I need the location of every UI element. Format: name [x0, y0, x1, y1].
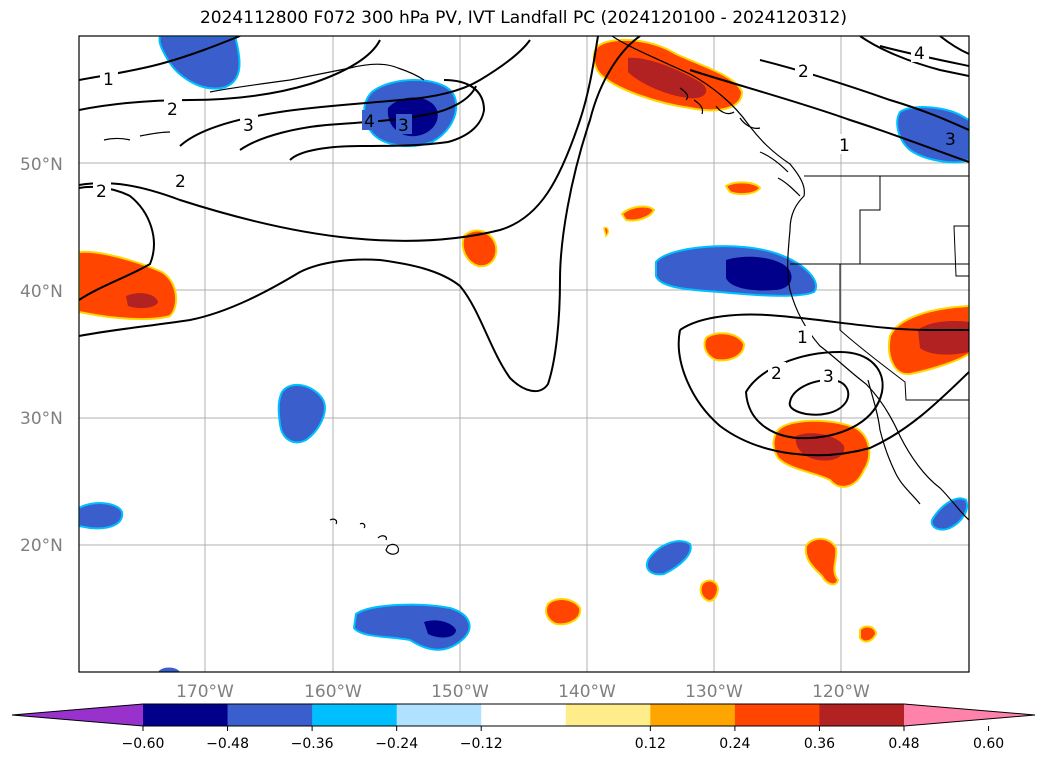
colorbar-tick-label: 0.48: [888, 736, 919, 752]
colorbar-tick-label: −0.12: [460, 736, 503, 752]
colorbar-extend-max: [904, 704, 1035, 726]
contour-label: 1: [797, 328, 808, 348]
gridlines: [79, 36, 969, 672]
contour-label: 1: [103, 70, 114, 90]
lon-label-130w: 130°W: [685, 682, 743, 702]
contour-label: 2: [798, 62, 809, 82]
colorbar-tick-label: −0.48: [206, 736, 249, 752]
contour-label: 2: [96, 182, 107, 202]
lat-label-20: 20°N: [20, 536, 63, 556]
lon-label-160w: 160°W: [304, 682, 362, 702]
contour-label: 2: [771, 364, 782, 384]
lat-label-50: 50°N: [20, 155, 63, 175]
colorbar-segment: [734, 704, 820, 726]
colorbar-segment: [650, 704, 736, 726]
contour-label-group: 1 2 3 2 2 3 4 1 2 3 1 2 4 3: [93, 42, 960, 387]
lat-label-30: 30°N: [20, 409, 63, 429]
lon-label-170w: 170°W: [176, 682, 234, 702]
contour-label: 4: [364, 112, 375, 132]
colorbar-extend-min: [12, 704, 143, 726]
lon-label-120w: 120°W: [812, 682, 870, 702]
contour-label: 3: [243, 116, 254, 136]
lon-label-140w: 140°W: [558, 682, 616, 702]
colorbar-tick-label: 0.12: [635, 736, 666, 752]
lat-label-40: 40°N: [20, 282, 63, 302]
colorbar-segment: [819, 704, 905, 726]
lon-label-150w: 150°W: [431, 682, 489, 702]
contour-label: 3: [398, 116, 409, 136]
contour-label: 2: [175, 172, 186, 192]
coastlines: [103, 36, 969, 555]
colorbar-tick-label: 0.24: [719, 736, 750, 752]
colorbar-tick-label: −0.36: [291, 736, 334, 752]
colorbar-tick-label: 0.36: [804, 736, 835, 752]
political-boundaries: [790, 175, 969, 401]
contour-label: 1: [839, 136, 850, 156]
colorbar-tick-label: 0.60: [973, 736, 1004, 752]
contour-label: 2: [167, 100, 178, 120]
map-frame: [78, 35, 970, 673]
map-title: 2024112800 F072 300 hPa PV, IVT Landfall…: [199, 8, 847, 28]
colorbar-segment: [143, 704, 229, 726]
contour-label: 3: [823, 367, 834, 387]
negative-anomaly-fields: [79, 36, 969, 672]
longitude-labels: 170°W 160°W 150°W 140°W 130°W 120°W: [176, 682, 870, 702]
contour-label: 4: [914, 44, 925, 64]
colorbar-segment: [565, 704, 651, 726]
colorbar-tick-label: −0.24: [375, 736, 418, 752]
contour-label: 3: [945, 130, 956, 150]
colorbar-segment: [396, 704, 482, 726]
colorbar-segment: [227, 704, 313, 726]
latitude-labels: 50°N 40°N 30°N 20°N: [20, 155, 63, 556]
colorbar-segment: [481, 704, 567, 726]
colorbar-tick-label: −0.60: [122, 736, 165, 752]
colorbar-segment: [312, 704, 398, 726]
colorbar: −0.60 −0.48 −0.36 −0.24 −0.12 0.12 0.24 0.36 0.4…: [11, 703, 1036, 752]
